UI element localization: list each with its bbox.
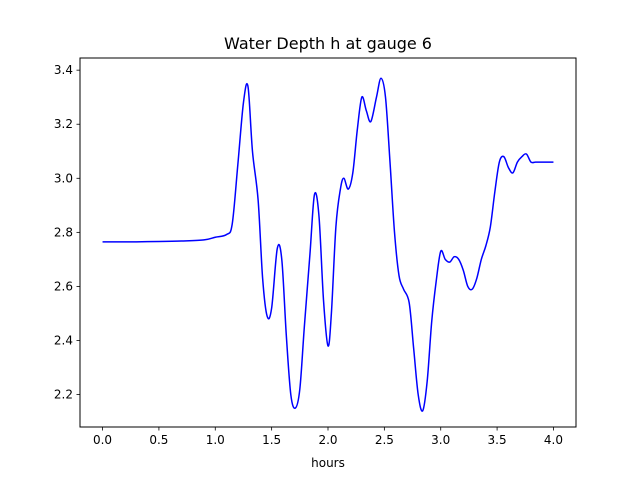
x-tick-label: 0.0 <box>93 433 112 447</box>
chart-title: Water Depth h at gauge 6 <box>224 34 432 53</box>
x-axis-ticks: 0.0 0.5 1.0 1.5 2.0 2.5 3.0 3.5 4.0 <box>93 427 563 447</box>
series-line <box>102 77 554 412</box>
y-tick-label: 3.4 <box>54 63 73 77</box>
plot-area <box>102 77 554 412</box>
y-axis-ticks: 2.2 2.4 2.6 2.8 3.0 3.2 3.4 <box>54 63 80 402</box>
y-tick-label: 3.2 <box>54 117 73 131</box>
y-tick-label: 3.0 <box>54 171 73 185</box>
y-tick-label: 2.2 <box>54 388 73 402</box>
x-tick-label: 3.5 <box>488 433 507 447</box>
x-tick-label: 3.0 <box>431 433 450 447</box>
y-tick-label: 2.4 <box>54 333 73 347</box>
plot-frame <box>79 57 577 428</box>
y-tick-label: 2.6 <box>54 279 73 293</box>
x-tick-label: 2.0 <box>318 433 337 447</box>
y-tick-label: 2.8 <box>54 225 73 239</box>
x-axis-label: hours <box>311 456 345 470</box>
x-tick-label: 1.5 <box>262 433 281 447</box>
x-tick-label: 0.5 <box>149 433 168 447</box>
x-tick-label: 2.5 <box>375 433 394 447</box>
x-tick-label: 1.0 <box>206 433 225 447</box>
x-tick-label: 4.0 <box>544 433 563 447</box>
